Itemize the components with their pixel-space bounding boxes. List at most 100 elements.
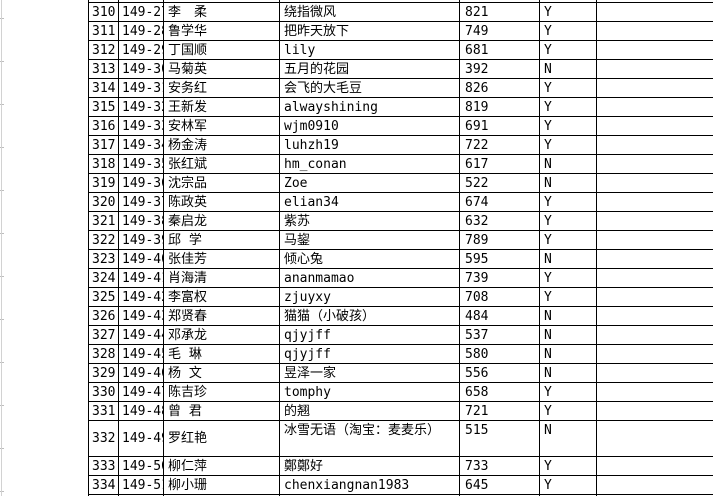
- cell-flag[interactable]: N: [540, 345, 597, 363]
- cell-username[interactable]: luhzh19: [280, 136, 460, 154]
- cell-extra[interactable]: [597, 402, 713, 420]
- cell-flag[interactable]: Y: [540, 457, 597, 475]
- cell-code[interactable]: 149-35: [119, 155, 164, 173]
- cell-username[interactable]: tomphy: [280, 383, 460, 401]
- cell-username[interactable]: ananmamao: [280, 269, 460, 287]
- cell-row-number[interactable]: 329: [88, 364, 119, 382]
- cell-flag[interactable]: Y: [540, 98, 597, 116]
- cell-flag[interactable]: N: [540, 174, 597, 192]
- cell-username[interactable]: hm_conan: [280, 155, 460, 173]
- cell-code[interactable]: 149-46: [119, 364, 164, 382]
- cell-name[interactable]: 张红斌: [164, 155, 280, 173]
- cell-flag[interactable]: Y: [540, 117, 597, 135]
- cell-name[interactable]: 鲁学华: [164, 22, 280, 40]
- cell-name[interactable]: 柳小珊: [164, 476, 280, 494]
- cell-code[interactable]: 149-48: [119, 402, 164, 420]
- cell-code[interactable]: 149-37: [119, 193, 164, 211]
- cell-extra[interactable]: [597, 457, 713, 475]
- cell-value[interactable]: 708: [460, 288, 540, 306]
- cell-extra[interactable]: [597, 98, 713, 116]
- cell-value[interactable]: 821: [460, 3, 540, 21]
- cell-code[interactable]: 149-33: [119, 117, 164, 135]
- cell-row-number[interactable]: 311: [88, 22, 119, 40]
- cell-row-number[interactable]: 318: [88, 155, 119, 173]
- cell-name[interactable]: 王新发: [164, 98, 280, 116]
- cell-code[interactable]: 149-28: [119, 22, 164, 40]
- cell-extra[interactable]: [597, 288, 713, 306]
- cell-flag[interactable]: Y: [540, 476, 597, 494]
- cell-name[interactable]: 杨金涛: [164, 136, 280, 154]
- cell-flag[interactable]: N: [540, 421, 597, 456]
- cell-value[interactable]: 595: [460, 250, 540, 268]
- cell-extra[interactable]: [597, 41, 713, 59]
- cell-value[interactable]: 617: [460, 155, 540, 173]
- cell-value[interactable]: 522: [460, 174, 540, 192]
- cell-value[interactable]: 722: [460, 136, 540, 154]
- cell-row-number[interactable]: 314: [88, 79, 119, 97]
- cell-row-number[interactable]: 325: [88, 288, 119, 306]
- cell-username[interactable]: 倾心兔: [280, 250, 460, 268]
- cell-row-number[interactable]: 310: [88, 3, 119, 21]
- cell-name[interactable]: 李 柔: [164, 3, 280, 21]
- cell-username[interactable]: 冰雪无语（淘宝：麦麦乐）: [280, 421, 460, 456]
- cell-username[interactable]: 昱泽一家: [280, 364, 460, 382]
- cell-extra[interactable]: [597, 307, 713, 325]
- cell-extra[interactable]: [597, 476, 713, 494]
- cell-row-number[interactable]: 320: [88, 193, 119, 211]
- cell-flag[interactable]: Y: [540, 402, 597, 420]
- cell-row-number[interactable]: 317: [88, 136, 119, 154]
- cell-value[interactable]: 826: [460, 79, 540, 97]
- cell-extra[interactable]: [597, 345, 713, 363]
- cell-extra[interactable]: [597, 155, 713, 173]
- cell-value[interactable]: 515: [460, 421, 540, 456]
- cell-username[interactable]: 马鋆: [280, 231, 460, 249]
- cell-extra[interactable]: [597, 117, 713, 135]
- cell-name[interactable]: 罗红艳: [164, 421, 280, 456]
- cell-value[interactable]: 537: [460, 326, 540, 344]
- cell-name[interactable]: 沈宗品: [164, 174, 280, 192]
- cell-username[interactable]: qjyjff: [280, 326, 460, 344]
- cell-row-number[interactable]: 322: [88, 231, 119, 249]
- cell-row-number[interactable]: 334: [88, 476, 119, 494]
- cell-row-number[interactable]: 331: [88, 402, 119, 420]
- cell-username[interactable]: Zoe: [280, 174, 460, 192]
- cell-flag[interactable]: Y: [540, 269, 597, 287]
- cell-code[interactable]: 149-39: [119, 231, 164, 249]
- cell-extra[interactable]: [597, 231, 713, 249]
- cell-name[interactable]: 陈政英: [164, 193, 280, 211]
- cell-extra[interactable]: [597, 212, 713, 230]
- cell-extra[interactable]: [597, 193, 713, 211]
- cell-flag[interactable]: N: [540, 364, 597, 382]
- cell-value[interactable]: 674: [460, 193, 540, 211]
- cell-value[interactable]: 739: [460, 269, 540, 287]
- cell-row-number[interactable]: 313: [88, 60, 119, 78]
- cell-flag[interactable]: Y: [540, 193, 597, 211]
- cell-code[interactable]: 149-30: [119, 60, 164, 78]
- cell-name[interactable]: 毛 琳: [164, 345, 280, 363]
- cell-extra[interactable]: [597, 22, 713, 40]
- cell-username[interactable]: elian34: [280, 193, 460, 211]
- cell-username[interactable]: lily: [280, 41, 460, 59]
- cell-extra[interactable]: [597, 79, 713, 97]
- cell-row-number[interactable]: 330: [88, 383, 119, 401]
- cell-code[interactable]: 149-29: [119, 41, 164, 59]
- cell-value[interactable]: 819: [460, 98, 540, 116]
- cell-code[interactable]: 149-31: [119, 79, 164, 97]
- cell-extra[interactable]: [597, 269, 713, 287]
- cell-extra[interactable]: [597, 383, 713, 401]
- cell-value[interactable]: 691: [460, 117, 540, 135]
- cell-extra[interactable]: [597, 421, 713, 456]
- cell-flag[interactable]: Y: [540, 22, 597, 40]
- cell-row-number[interactable]: 333: [88, 457, 119, 475]
- cell-flag[interactable]: Y: [540, 136, 597, 154]
- cell-value[interactable]: 658: [460, 383, 540, 401]
- cell-row-number[interactable]: 316: [88, 117, 119, 135]
- cell-name[interactable]: 张佳芳: [164, 250, 280, 268]
- cell-row-number[interactable]: 324: [88, 269, 119, 287]
- cell-value[interactable]: 484: [460, 307, 540, 325]
- cell-code[interactable]: 149-51: [119, 476, 164, 494]
- cell-username[interactable]: 五月的花园: [280, 60, 460, 78]
- cell-username[interactable]: 紫苏: [280, 212, 460, 230]
- cell-name[interactable]: 陈吉珍: [164, 383, 280, 401]
- cell-name[interactable]: 李富权: [164, 288, 280, 306]
